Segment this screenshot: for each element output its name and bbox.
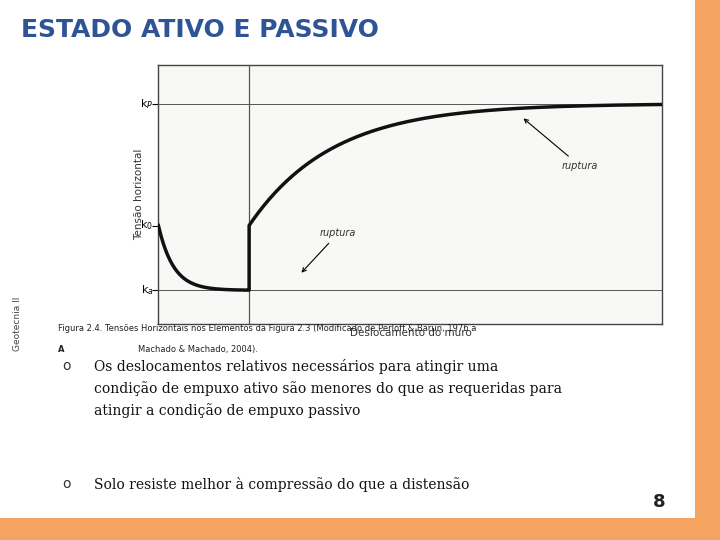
Text: Figura 2.4. Tensões Horizontais nos Elementos da Figura 2.3 (Modificado de Perlo: Figura 2.4. Tensões Horizontais nos Elem… [58, 324, 476, 333]
Text: o: o [62, 477, 71, 491]
Text: 8: 8 [652, 493, 665, 511]
Text: ruptura: ruptura [302, 228, 356, 272]
Text: Geotecnia II: Geotecnia II [14, 297, 22, 351]
Text: ESTADO ATIVO E PASSIVO: ESTADO ATIVO E PASSIVO [21, 18, 379, 42]
Text: k$_P$: k$_P$ [140, 97, 153, 111]
Text: o: o [62, 360, 71, 374]
Bar [0, 518, 695, 540]
Text: k$_0$: k$_0$ [140, 219, 153, 232]
Text: ruptura: ruptura [524, 119, 598, 171]
Bar [695, 0, 720, 540]
Text: Os deslocamentos relativos necessários para atingir uma
condição de empuxo ativo: Os deslocamentos relativos necessários p… [94, 360, 562, 419]
Y-axis label: Tensão horizontal: Tensão horizontal [134, 148, 144, 240]
Text: Solo resiste melhor à compressão do que a distensão: Solo resiste melhor à compressão do que … [94, 477, 469, 492]
Text: Machado & Machado, 2004).: Machado & Machado, 2004). [138, 345, 258, 354]
Text: k$_a$: k$_a$ [140, 284, 153, 297]
Text: A: A [58, 345, 64, 354]
X-axis label: Deslocamento do muro: Deslocamento do muro [349, 328, 472, 338]
